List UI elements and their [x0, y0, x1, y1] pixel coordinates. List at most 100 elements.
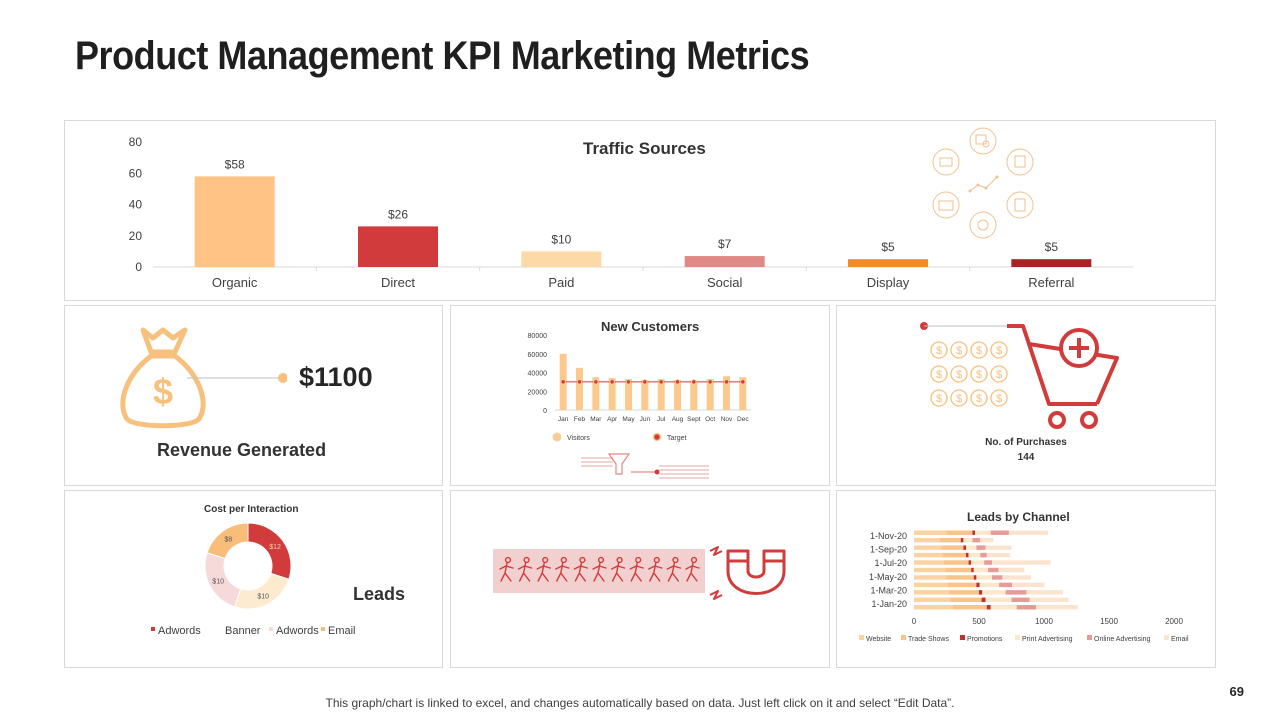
leads-bar-segment [1011, 597, 1030, 603]
customers-month-label: Dec [737, 416, 749, 423]
leads-bar-segment [1008, 530, 1048, 535]
leads-bar-segment [972, 537, 981, 543]
customers-visitors-bar [690, 380, 698, 410]
cost-slice-label: $8 [224, 536, 232, 543]
leads-bar-segment [946, 575, 974, 580]
revenue-panel: $ $1100 Revenue Generated [64, 305, 443, 486]
leads-bar-segment [914, 605, 953, 610]
traffic-ytick: 60 [129, 166, 143, 180]
revenue-connector [187, 373, 287, 383]
target-icon [969, 211, 997, 239]
leads-bar-segment [979, 582, 1000, 588]
leads-bar-segment [1016, 605, 1037, 610]
leads-bar-segment [946, 530, 973, 535]
traffic-ytick: 80 [129, 135, 143, 149]
person-icon [629, 556, 644, 582]
svg-text:$: $ [956, 345, 962, 357]
revenue-value: $1100 [299, 362, 373, 392]
customers-ytick: 80000 [528, 333, 548, 340]
leads-bar-segment [980, 552, 987, 558]
legend-target-label: Target [667, 435, 687, 442]
customers-target-point [642, 379, 648, 385]
money-bag-icon: $ [120, 327, 206, 429]
cost-slice [206, 522, 249, 560]
traffic-data-label: $7 [718, 237, 732, 251]
leads-legend-marker [1087, 635, 1092, 640]
cost-slice-label: $12 [269, 544, 281, 551]
traffic-bar [684, 256, 765, 267]
svg-text:$: $ [153, 371, 173, 412]
leads-bar-segment [1002, 575, 1031, 580]
customers-visitors-bar [592, 377, 600, 410]
traffic-ytick: 40 [129, 198, 143, 212]
customers-visitors-bar [723, 376, 730, 410]
traffic-data-label: $58 [225, 157, 245, 171]
trend-line-icon [969, 176, 998, 192]
traffic-bar [1011, 259, 1092, 267]
leads-bar-segment [1029, 597, 1069, 603]
leads-bar-segment [992, 560, 1051, 565]
customers-ytick: 40000 [528, 371, 548, 378]
page-title: Product Management KPI Marketing Metrics [75, 34, 810, 78]
customers-panel: New Customers 0 20000 40000 60000 80000 Jan Fe… [450, 305, 830, 486]
magnet-panel [450, 490, 830, 668]
legend-visitors-label: Visitors [567, 435, 590, 442]
leads-bar-segment [963, 545, 966, 550]
leads-bar-segment [985, 597, 1012, 603]
leads-bar-segment [940, 537, 961, 543]
cost-legend-label: Banner [225, 625, 261, 637]
revenue-label: Revenue Generated [157, 440, 327, 460]
leads-bar-segment [980, 537, 994, 543]
customers-visitors-bar [657, 379, 665, 410]
leads-bar-segment [985, 545, 1012, 550]
traffic-category-label: Social [707, 275, 743, 290]
customers-month-label: Apr [607, 416, 618, 423]
svg-text:$: $ [996, 393, 1002, 405]
svg-text:$: $ [936, 345, 942, 357]
leads-bar-segment [947, 582, 977, 588]
traffic-title: Traffic Sources [583, 139, 706, 158]
person-icon [555, 556, 570, 582]
traffic-bar [358, 226, 438, 267]
leads-bar-segment [992, 575, 1003, 580]
leads-legend-label: Email [1171, 636, 1189, 643]
person-icon [592, 556, 607, 582]
leads-xtick: 0 [912, 617, 917, 626]
leads-bar-segment [966, 545, 977, 550]
customers-month-label: May [622, 416, 635, 423]
leads-date-label: 1-Jan-20 [871, 599, 907, 609]
svg-text:$: $ [936, 369, 942, 381]
customers-month-label: Aug [672, 416, 684, 423]
leads-bar-segment [976, 582, 980, 588]
leads-bar-segment [988, 567, 999, 573]
leads-bar-segment [976, 575, 992, 580]
leads-bar-segment [998, 567, 1025, 573]
traffic-category-label: Display [867, 275, 910, 290]
leads-legend-marker [1164, 635, 1169, 640]
leads-channel-panel: Leads by Channel 1-Nov-20 1-Sep-20 1-Jul-2… [836, 490, 1216, 668]
leads-legend-marker [960, 635, 965, 640]
document-icon [1006, 191, 1034, 219]
purchases-value: 144 [1017, 452, 1035, 463]
traffic-chart: 0 20 40 60 80 $58 Organic $26 Direct $10 Paid $7 Soc… [129, 135, 1133, 290]
customers-chart: 0 20000 40000 60000 80000 Jan Feb Mar Apr May Jun J… [528, 333, 751, 442]
leads-bar-segment [1012, 582, 1045, 588]
leads-date-label: 1-Jul-20 [874, 558, 907, 568]
customers-visitors-bar [739, 377, 747, 410]
person-icon [536, 556, 551, 582]
leads-legend-marker [859, 635, 864, 640]
leads-channel-chart: 1-Nov-20 1-Sep-20 1-Jul-20 1-May-20 1-Mar-20… [859, 530, 1189, 643]
svg-text:$: $ [996, 369, 1002, 381]
leads-bar-segment [914, 545, 942, 550]
customers-month-label: Jan [558, 416, 569, 423]
customers-target-point [691, 379, 697, 385]
leads-bar-segment [972, 530, 976, 535]
traffic-category-label: Organic [212, 275, 258, 290]
leads-bar-segment [914, 530, 947, 535]
leads-bar-segment [966, 552, 969, 558]
leads-bar-segment [914, 582, 948, 588]
leads-bar-segment [950, 597, 982, 603]
leads-xtick: 2000 [1165, 617, 1183, 626]
leads-bar-segment [968, 560, 972, 565]
leads-bar-segment [971, 567, 974, 573]
